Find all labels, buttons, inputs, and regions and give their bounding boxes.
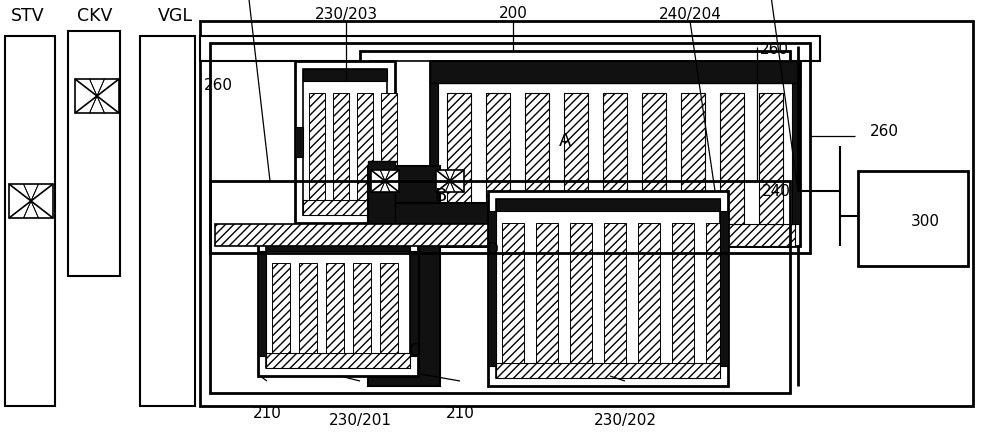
Bar — [564, 93, 588, 224]
Bar — [380, 263, 398, 353]
Bar — [200, 21, 973, 406]
Bar — [303, 69, 387, 81]
Bar — [258, 251, 266, 356]
Bar — [672, 223, 694, 363]
Bar — [486, 93, 510, 224]
Bar — [303, 69, 387, 215]
Bar — [357, 93, 373, 200]
Bar — [410, 251, 418, 356]
Bar — [9, 184, 53, 218]
Text: 260: 260 — [870, 123, 899, 138]
Bar — [326, 263, 344, 353]
Bar — [210, 181, 790, 393]
Bar — [295, 127, 303, 157]
Bar — [536, 223, 558, 363]
Text: 210: 210 — [446, 406, 474, 421]
Bar — [368, 203, 538, 241]
Text: STV: STV — [11, 7, 45, 25]
Bar — [638, 223, 660, 363]
Bar — [266, 239, 410, 251]
Bar — [309, 93, 325, 200]
Bar — [430, 61, 800, 246]
Text: C: C — [409, 342, 421, 360]
Text: 260: 260 — [204, 78, 233, 93]
Text: 240: 240 — [762, 183, 791, 198]
Text: B: B — [434, 187, 446, 205]
Bar — [681, 93, 705, 224]
Bar — [215, 224, 530, 246]
Bar — [436, 170, 464, 192]
Bar — [720, 93, 744, 224]
Bar — [295, 61, 395, 223]
Bar — [496, 199, 720, 211]
Bar — [258, 231, 418, 376]
Bar — [496, 363, 720, 378]
Bar — [435, 224, 795, 246]
Bar — [303, 200, 387, 215]
Bar — [604, 223, 626, 363]
Text: VGL: VGL — [158, 7, 192, 25]
Bar — [642, 93, 666, 224]
Text: 300: 300 — [910, 213, 940, 228]
Bar — [706, 223, 728, 363]
Bar — [353, 263, 371, 353]
Bar — [371, 170, 399, 192]
Text: 240/204: 240/204 — [659, 7, 721, 22]
Bar — [370, 61, 780, 236]
Text: D: D — [486, 242, 498, 257]
Bar — [759, 93, 783, 224]
Text: 230/203: 230/203 — [314, 7, 378, 22]
Text: 210: 210 — [253, 406, 281, 421]
Bar — [266, 353, 410, 368]
Text: CKV: CKV — [77, 7, 113, 25]
Bar — [488, 191, 728, 386]
Bar — [266, 239, 410, 368]
Bar — [333, 93, 349, 200]
Bar — [430, 83, 438, 224]
Bar — [447, 93, 471, 224]
Bar — [210, 43, 810, 253]
Bar — [75, 79, 119, 113]
Bar — [603, 93, 627, 224]
Bar — [858, 171, 968, 266]
Text: 260: 260 — [760, 41, 789, 56]
Bar — [381, 93, 397, 200]
Bar — [140, 36, 195, 406]
Text: A: A — [559, 132, 571, 150]
Bar — [299, 263, 317, 353]
Bar — [368, 161, 395, 223]
Bar — [496, 199, 720, 378]
Bar — [200, 36, 820, 61]
Text: 200: 200 — [499, 7, 527, 22]
Bar — [5, 36, 55, 406]
Bar — [360, 51, 790, 246]
Text: 230/202: 230/202 — [594, 414, 656, 429]
Bar — [720, 211, 728, 366]
Bar — [570, 223, 592, 363]
Bar — [368, 166, 440, 386]
Bar — [502, 223, 524, 363]
Text: 230/201: 230/201 — [328, 414, 392, 429]
Bar — [68, 31, 120, 276]
Bar — [525, 93, 549, 224]
Bar — [488, 211, 496, 366]
Bar — [272, 263, 290, 353]
Bar — [430, 61, 800, 83]
Bar — [792, 83, 800, 224]
